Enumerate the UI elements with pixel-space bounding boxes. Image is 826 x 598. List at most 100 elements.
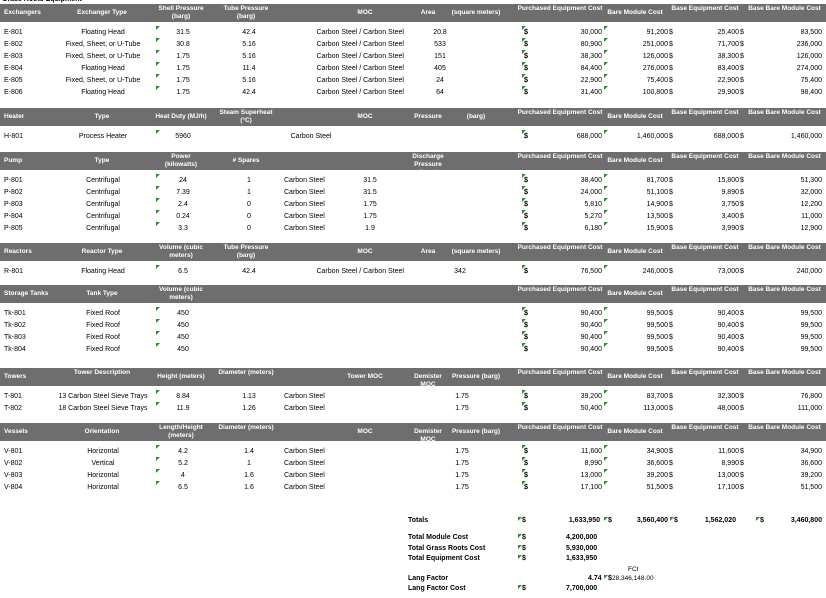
table-cell[interactable]: 1.75 [363,201,377,208]
table-cell[interactable]: 1.6 [244,484,254,491]
table-cell[interactable]: Carbon Steel / Carbon Steel [316,53,404,60]
table-cell[interactable]: 5.2 [178,460,188,467]
money-cell[interactable]: 80,900 [580,41,602,48]
money-cell[interactable]: 24,000 [580,189,602,196]
table-cell[interactable]: Horizontal [87,484,119,491]
money-cell[interactable]: 12,200 [800,201,822,208]
table-cell[interactable]: Floating Head [81,65,125,72]
money-cell[interactable]: 30,000 [580,29,602,36]
table-row[interactable]: T-802 18 Carbon Steel Sieve Trays 11.9 1.26… [0,402,826,414]
table-cell[interactable]: 1.75 [455,405,469,412]
money-cell[interactable]: 51,500 [646,484,668,491]
table-cell[interactable]: Carbon Steel / Carbon Steel [316,77,404,84]
table-cell[interactable]: 450 [177,334,189,341]
table-cell[interactable]: Carbon Steel [284,405,325,412]
table-cell[interactable]: 1.75 [363,213,377,220]
money-cell[interactable]: 11,600 [581,448,602,455]
table-cell[interactable]: Carbon Steel / Carbon Steel [316,89,404,96]
table-cell[interactable]: Centrifugal [86,189,120,196]
table-cell[interactable]: Horizontal [87,448,119,455]
table-cell[interactable]: 0.24 [176,213,190,220]
money-cell[interactable]: 48,000 [717,405,739,412]
money-cell[interactable]: 246,000 [642,268,668,275]
table-cell[interactable]: P-801 [4,177,23,184]
money-cell[interactable]: 51,300 [800,177,822,184]
table-cell[interactable]: V-801 [4,448,23,455]
table-cell[interactable]: Horizontal [87,472,119,479]
table-cell[interactable]: P-802 [4,189,23,196]
money-cell[interactable]: 100,800 [642,89,668,96]
money-cell[interactable]: 90,400 [580,310,602,317]
money-cell[interactable]: 240,000 [796,268,822,275]
table-cell[interactable]: 11.4 [242,65,256,72]
table-cell[interactable]: 1.75 [176,89,190,96]
money-cell[interactable]: 51,500 [800,484,822,491]
table-cell[interactable]: 64 [436,89,444,96]
table-row[interactable]: E-804 Floating Head 1.75 11.4 Carbon Steel /… [0,62,826,74]
money-cell[interactable]: 38,400 [580,177,602,184]
money-cell[interactable]: 113,000 [643,405,668,412]
table-cell[interactable]: Carbon Steel [284,201,325,208]
money-cell[interactable]: 90,400 [717,310,739,317]
money-cell[interactable]: 688,000 [713,133,739,140]
money-cell[interactable]: 32,000 [800,189,822,196]
money-cell[interactable]: 8,990 [584,460,602,467]
table-row[interactable]: Tk-801 Fixed Roof 450 90,400 $99,500 $90,400 $… [0,307,826,319]
table-row[interactable]: E-806 Floating Head 1.75 42.4 Carbon Steel /… [0,86,826,98]
table-row[interactable]: Tk-804 Fixed Roof 450 90,400 $99,500 $90,400 $… [0,343,826,355]
table-cell[interactable]: 1.75 [455,448,469,455]
table-cell[interactable]: 2.4 [178,201,188,208]
table-cell[interactable]: V-802 [4,460,23,467]
table-cell[interactable]: 24 [179,177,187,184]
table-cell[interactable]: Carbon Steel [284,448,325,455]
money-cell[interactable]: 111,000 [797,405,822,412]
money-cell[interactable]: 3,400 [721,213,739,220]
money-cell[interactable]: 22,900 [580,77,602,84]
table-cell[interactable]: T-801 [4,393,22,400]
table-cell[interactable]: Fixed, Sheet, or U-Tube [65,77,141,84]
table-cell[interactable]: 1 [247,177,251,184]
table-cell[interactable]: 1.75 [455,460,469,467]
money-cell[interactable]: 22,900 [717,77,739,84]
money-cell[interactable]: 90,400 [717,346,739,353]
table-cell[interactable]: Centrifugal [86,201,120,208]
money-cell[interactable]: 32,300 [717,393,739,400]
money-cell[interactable]: 36,600 [800,460,822,467]
money-cell[interactable]: 5,810 [584,201,602,208]
table-cell[interactable]: 1.75 [455,484,469,491]
money-cell[interactable]: 90,400 [580,322,602,329]
money-cell[interactable]: 99,500 [800,334,822,341]
money-cell[interactable]: 99,500 [646,346,668,353]
money-cell[interactable]: 5,270 [584,213,602,220]
table-cell[interactable]: Centrifugal [86,177,120,184]
table-cell[interactable]: 1.6 [244,472,254,479]
table-cell[interactable]: Centrifugal [86,225,120,232]
table-cell[interactable]: 5.16 [242,41,256,48]
money-cell[interactable]: 12,900 [800,225,822,232]
money-cell[interactable]: 3,990 [721,225,739,232]
money-cell[interactable]: 34,900 [800,448,822,455]
table-row[interactable]: R-801 Floating Head 6.5 42.4 Carbon Steel / … [0,265,826,277]
money-cell[interactable]: 83,700 [646,393,668,400]
money-cell[interactable]: 83,400 [717,65,739,72]
table-cell[interactable]: Floating Head [81,29,125,36]
money-cell[interactable]: 75,400 [800,77,822,84]
table-cell[interactable]: 1.4 [244,448,254,455]
table-cell[interactable]: Carbon Steel [290,133,332,140]
table-cell[interactable]: E-805 [4,77,23,84]
money-cell[interactable]: 13,500 [646,213,668,220]
table-row[interactable]: H-801 Process Heater 5960 Carbon Steel 688,0… [0,130,826,142]
table-row[interactable]: P-803 Centrifugal 2.4 0 Carbon Steel 1.75 5,81… [0,198,826,210]
money-cell[interactable]: 251,000 [642,41,668,48]
table-cell[interactable]: Centrifugal [86,213,120,220]
table-cell[interactable]: Carbon Steel / Carbon Steel [316,29,404,36]
money-cell[interactable]: 73,000 [717,268,739,275]
table-cell[interactable]: Carbon Steel / Carbon Steel [316,268,404,275]
money-cell[interactable]: 8,990 [721,460,739,467]
money-cell[interactable]: 98,400 [800,89,822,96]
money-cell[interactable]: 38,300 [580,53,602,60]
table-cell[interactable]: V-804 [4,484,23,491]
table-cell[interactable]: P-803 [4,201,23,208]
money-cell[interactable]: 236,000 [796,41,822,48]
table-cell[interactable]: Carbon Steel [284,472,325,479]
